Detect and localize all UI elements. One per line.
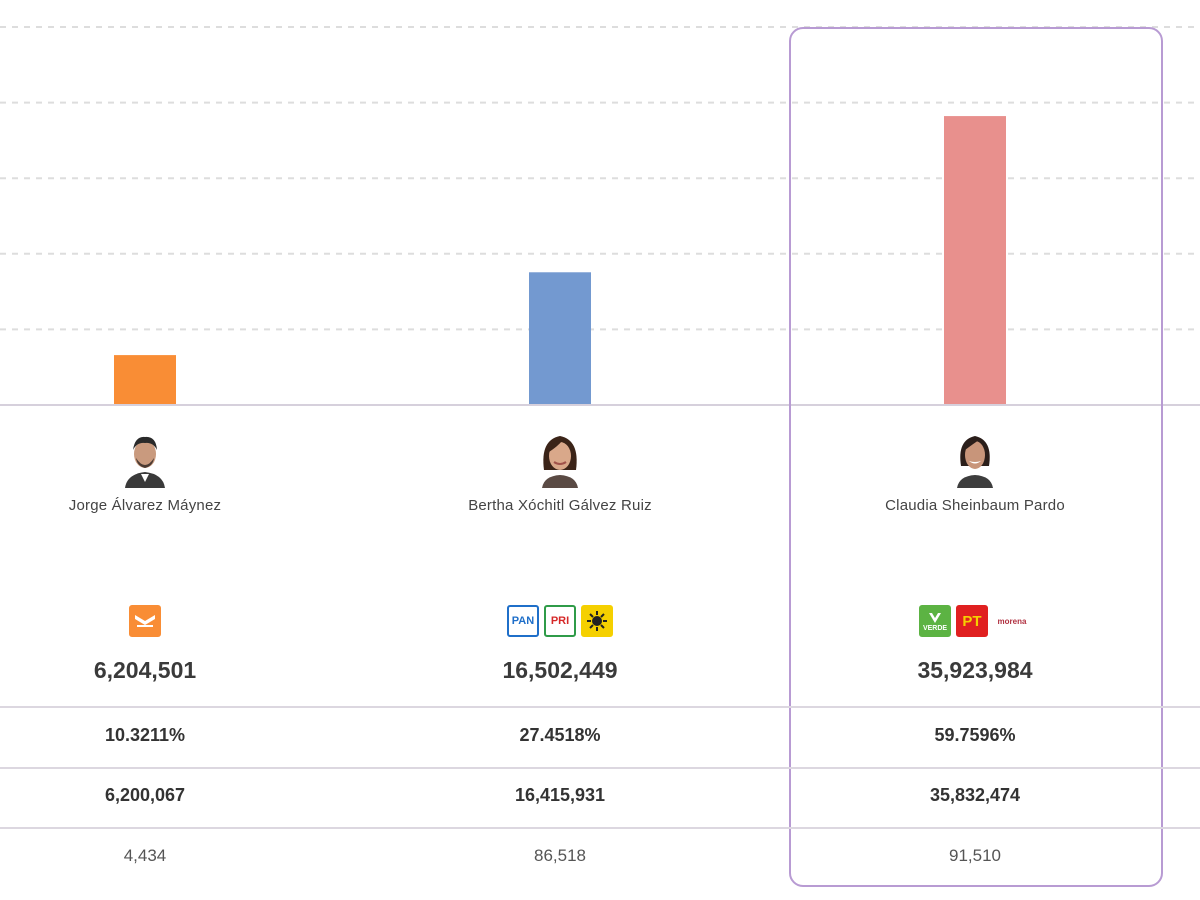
candidate-abroad-votes: 91,510 xyxy=(949,846,1001,865)
morena-logo-icon: morena xyxy=(993,605,1031,637)
candidate-name: Claudia Sheinbaum Pardo xyxy=(885,497,1065,514)
candidate-national-votes: 6,200,067 xyxy=(104,785,186,805)
candidate-percentage: 27.4518% xyxy=(519,725,601,745)
party-logos: VERDE PT morena xyxy=(825,605,1125,639)
candidate-total-votes: 35,923,984 xyxy=(917,657,1033,683)
prd-logo-icon xyxy=(581,605,613,637)
pri-logo-icon: PRI xyxy=(544,605,576,637)
row-divider xyxy=(0,767,1200,769)
candidate-total-votes: 16,502,449 xyxy=(502,657,618,683)
row-divider xyxy=(0,706,1200,708)
bar-1[interactable] xyxy=(114,355,176,405)
candidate-percentage: 10.3211% xyxy=(104,725,186,745)
candidate-name: Bertha Xóchitl Gálvez Ruiz xyxy=(468,497,652,514)
bar-chart-svg xyxy=(0,26,1200,406)
candidate-total-votes: 6,204,501 xyxy=(93,657,197,683)
candidate-photo-icon xyxy=(123,430,167,488)
row-divider xyxy=(0,827,1200,829)
pan-logo-icon: PAN xyxy=(507,605,539,637)
party-logos: PAN PRI xyxy=(410,605,710,639)
candidate-photo-icon xyxy=(953,430,997,488)
candidate-abroad-votes: 86,518 xyxy=(534,846,586,865)
pt-logo-icon: PT xyxy=(956,605,988,637)
candidate-percentage: 59.7596% xyxy=(934,725,1016,745)
winner-highlight-box xyxy=(789,27,1163,887)
candidate-photo-icon xyxy=(538,430,582,488)
bar-3[interactable] xyxy=(944,116,1006,406)
candidate-national-votes: 16,415,931 xyxy=(514,785,606,805)
party-logos xyxy=(0,605,295,639)
movimiento-ciudadano-logo-icon xyxy=(129,605,161,637)
candidate-national-votes: 35,832,474 xyxy=(929,785,1021,805)
candidate-abroad-votes: 4,434 xyxy=(123,846,167,865)
bar-2[interactable] xyxy=(529,272,591,405)
pvem-logo-icon: VERDE xyxy=(919,605,951,637)
candidate-name: Jorge Álvarez Máynez xyxy=(68,497,222,514)
bar-chart xyxy=(0,0,1200,410)
